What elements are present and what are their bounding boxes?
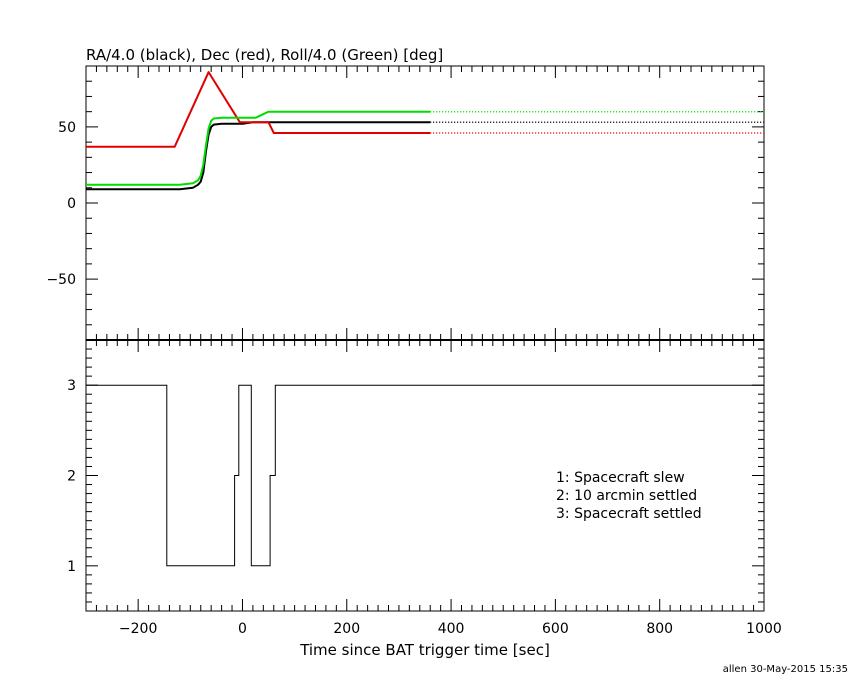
bottom-panel-x-ticks: −200 0 200 400 600 800 1000 (119, 621, 782, 637)
x-tick-label: 1000 (746, 621, 782, 637)
top-panel-y-ticks: −50 0 50 (46, 120, 76, 288)
x-tick-label: 400 (438, 621, 465, 637)
top-panel-title: RA/4.0 (black), Dec (red), Roll/4.0 (Gre… (86, 46, 443, 64)
top-panel-minor-ticks (85, 65, 765, 341)
top-y-tick-label: 0 (67, 196, 76, 212)
bottom-y-tick-label: 1 (67, 559, 76, 575)
top-panel-frame (85, 65, 765, 341)
bottom-panel-series (86, 384, 764, 567)
top-y-tick-label: −50 (46, 272, 76, 288)
x-tick-label: 0 (238, 621, 247, 637)
legend-entry-slew: 1: Spacecraft slew (556, 470, 685, 486)
bottom-y-tick-label: 3 (67, 378, 76, 394)
series-line-1 (86, 71, 431, 148)
x-axis-label: Time since BAT trigger time [sec] (299, 641, 550, 659)
status-step-line (86, 384, 764, 567)
legend: 1: Spacecraft slew 2: 10 arcmin settled … (556, 470, 702, 522)
legend-entry-settled: 3: Spacecraft settled (556, 506, 702, 522)
bottom-y-tick-label: 2 (67, 469, 76, 485)
x-tick-label: 800 (646, 621, 673, 637)
top-panel-series (86, 71, 764, 191)
footer-stamp: allen 30-May-2015 15:35 (723, 664, 848, 675)
x-tick-label: −200 (119, 621, 157, 637)
x-tick-label: 200 (333, 621, 360, 637)
top-y-tick-label: 50 (58, 120, 76, 136)
legend-entry-10arcmin: 2: 10 arcmin settled (556, 488, 697, 504)
series-line-2 (86, 110, 431, 186)
x-tick-label: 600 (542, 621, 569, 637)
bottom-panel-minor-ticks (85, 340, 765, 611)
bottom-panel-y-ticks: 1 2 3 (67, 378, 76, 575)
